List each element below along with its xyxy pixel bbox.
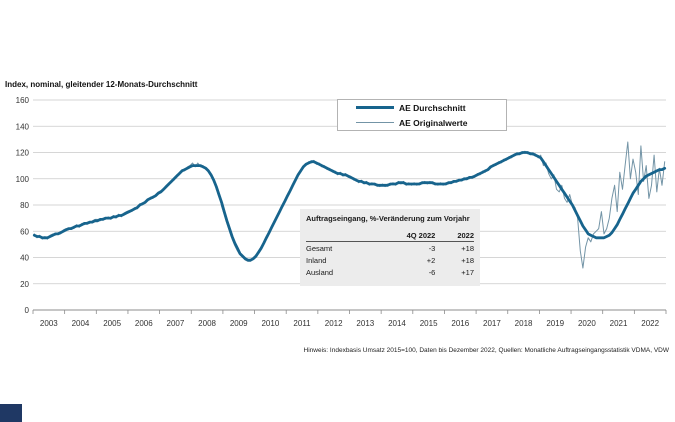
x-tick-label: 2003 [40,319,58,328]
order-intake-table: Auftragseingang, %-Veränderung zum Vorja… [300,209,480,286]
ausland-2022: +17 [461,267,474,277]
row-label-inland: Inland [306,255,327,265]
row-label-ausland: Ausland [306,267,334,277]
source-note: Hinweis: Indexbasis Umsatz 2015=100, Dat… [303,347,669,354]
chart-title: Index, nominal, gleitender 12-Monats-Dur… [5,80,198,89]
x-tick-label: 2021 [610,319,628,328]
y-tick-label: 140 [16,122,30,131]
ausland-4q2022: -6 [428,267,436,277]
inland-2022: +18 [461,255,474,265]
legend-item-originalwerte: AE Originalwerte [338,115,506,130]
table-header-row: 4Q 2022 2022 [306,230,474,242]
x-tick-label: 2008 [198,319,216,328]
legend: AE Durchschnitt AE Originalwerte [337,99,507,131]
x-tick-label: 2004 [72,319,90,328]
x-tick-label: 2005 [103,319,121,328]
y-tick-label: 100 [16,175,30,184]
x-tick-label: 2011 [293,319,311,328]
header-2022: 2022 [435,230,474,242]
x-tick-label: 2016 [451,319,469,328]
table-row: Gesamt -3 +18 [306,242,474,255]
y-tick-label: 0 [25,306,30,315]
corner-brand-block [0,404,22,422]
y-tick-label: 160 [16,96,30,105]
row-label-gesamt: Gesamt [306,243,333,253]
y-tick-label: 60 [20,227,29,236]
y-tick-label: 20 [20,280,29,289]
y-tick-label: 40 [20,254,29,263]
x-tick-label: 2015 [420,319,438,328]
legend-label: AE Durchschnitt [399,102,466,113]
x-tick-label: 2006 [135,319,153,328]
thick-line-swatch-icon [356,106,394,109]
y-tick-label: 120 [16,149,30,158]
x-tick-label: 2018 [515,319,533,328]
gesamt-4q2022: -3 [428,243,436,253]
x-tick-label: 2017 [483,319,501,328]
table-title: Auftragseingang, %-Veränderung zum Vorja… [306,214,470,223]
header-empty [306,230,369,242]
x-tick-label: 2007 [167,319,185,328]
table-row: Inland +2 +18 [306,254,474,266]
x-tick-label: 2020 [578,319,596,328]
y-tick-label: 80 [20,201,29,210]
legend-label: AE Originalwerte [399,117,468,128]
x-tick-label: 2012 [325,319,343,328]
table-row: Ausland -6 +17 [306,266,474,278]
thin-line-swatch-icon [356,122,394,123]
durchschnitt-line [32,151,667,262]
legend-item-durchschnitt: AE Durchschnitt [338,100,506,115]
x-tick-label: 2019 [546,319,564,328]
gesamt-2022: +18 [461,243,474,253]
x-tick-label: 2022 [641,319,659,328]
x-tick-label: 2010 [261,319,279,328]
x-tick-label: 2014 [388,319,406,328]
x-tick-label: 2009 [230,319,248,328]
x-tick-label: 2013 [356,319,374,328]
inland-4q2022: +2 [426,255,436,265]
header-4q2022: 4Q 2022 [368,230,436,242]
